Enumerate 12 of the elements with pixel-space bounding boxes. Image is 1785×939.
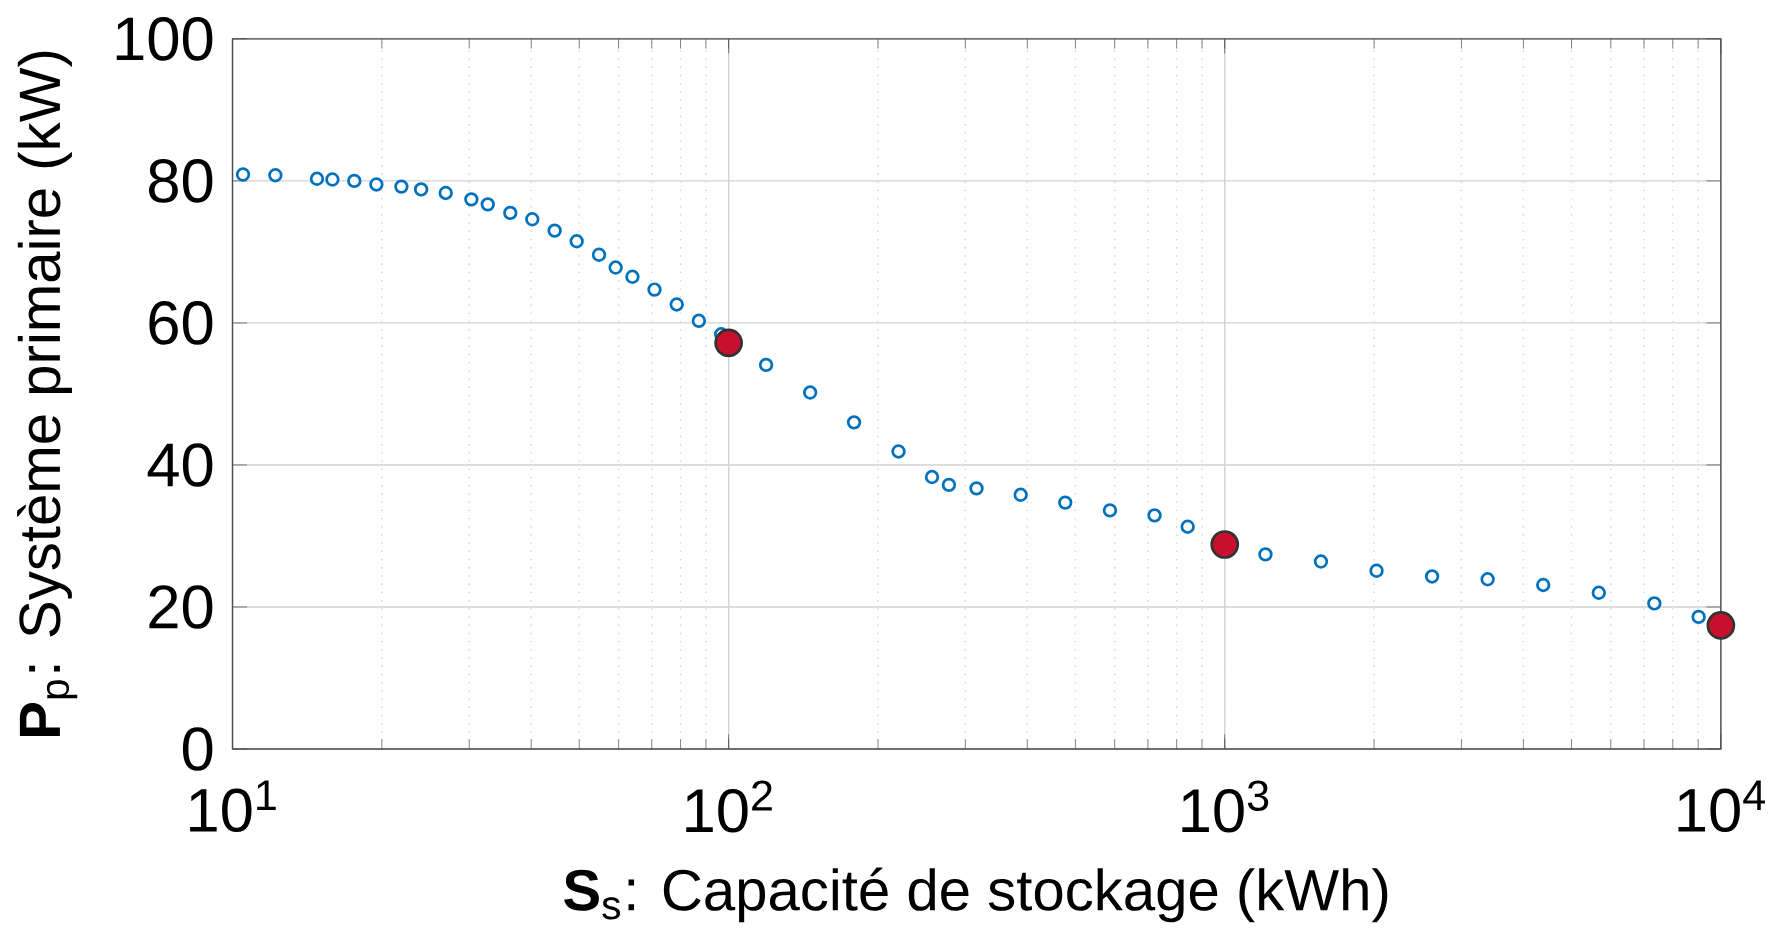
y-tick-label: 60 <box>149 300 213 345</box>
y-tick-label: 80 <box>148 158 213 203</box>
x-axis-title: S$_{s}$: Capacité de stockage (kWh) <box>564 867 1388 923</box>
x-tick-label: 10$^{4}$ <box>1678 780 1765 832</box>
x-tick-label: 10$^{2}$ <box>686 780 772 833</box>
y-tick-label: 100 <box>116 16 213 61</box>
y-tick-label: 40 <box>147 442 213 487</box>
x-tick-label: 10$^{3}$ <box>1182 780 1269 833</box>
y-tick-label: 20 <box>149 584 213 629</box>
y-tick-label: 0 <box>182 727 213 771</box>
x-tick-label: 10$^{1}$ <box>190 780 276 832</box>
y-axis-title: P$_{p}$: Système primaire (kW) <box>17 51 78 736</box>
